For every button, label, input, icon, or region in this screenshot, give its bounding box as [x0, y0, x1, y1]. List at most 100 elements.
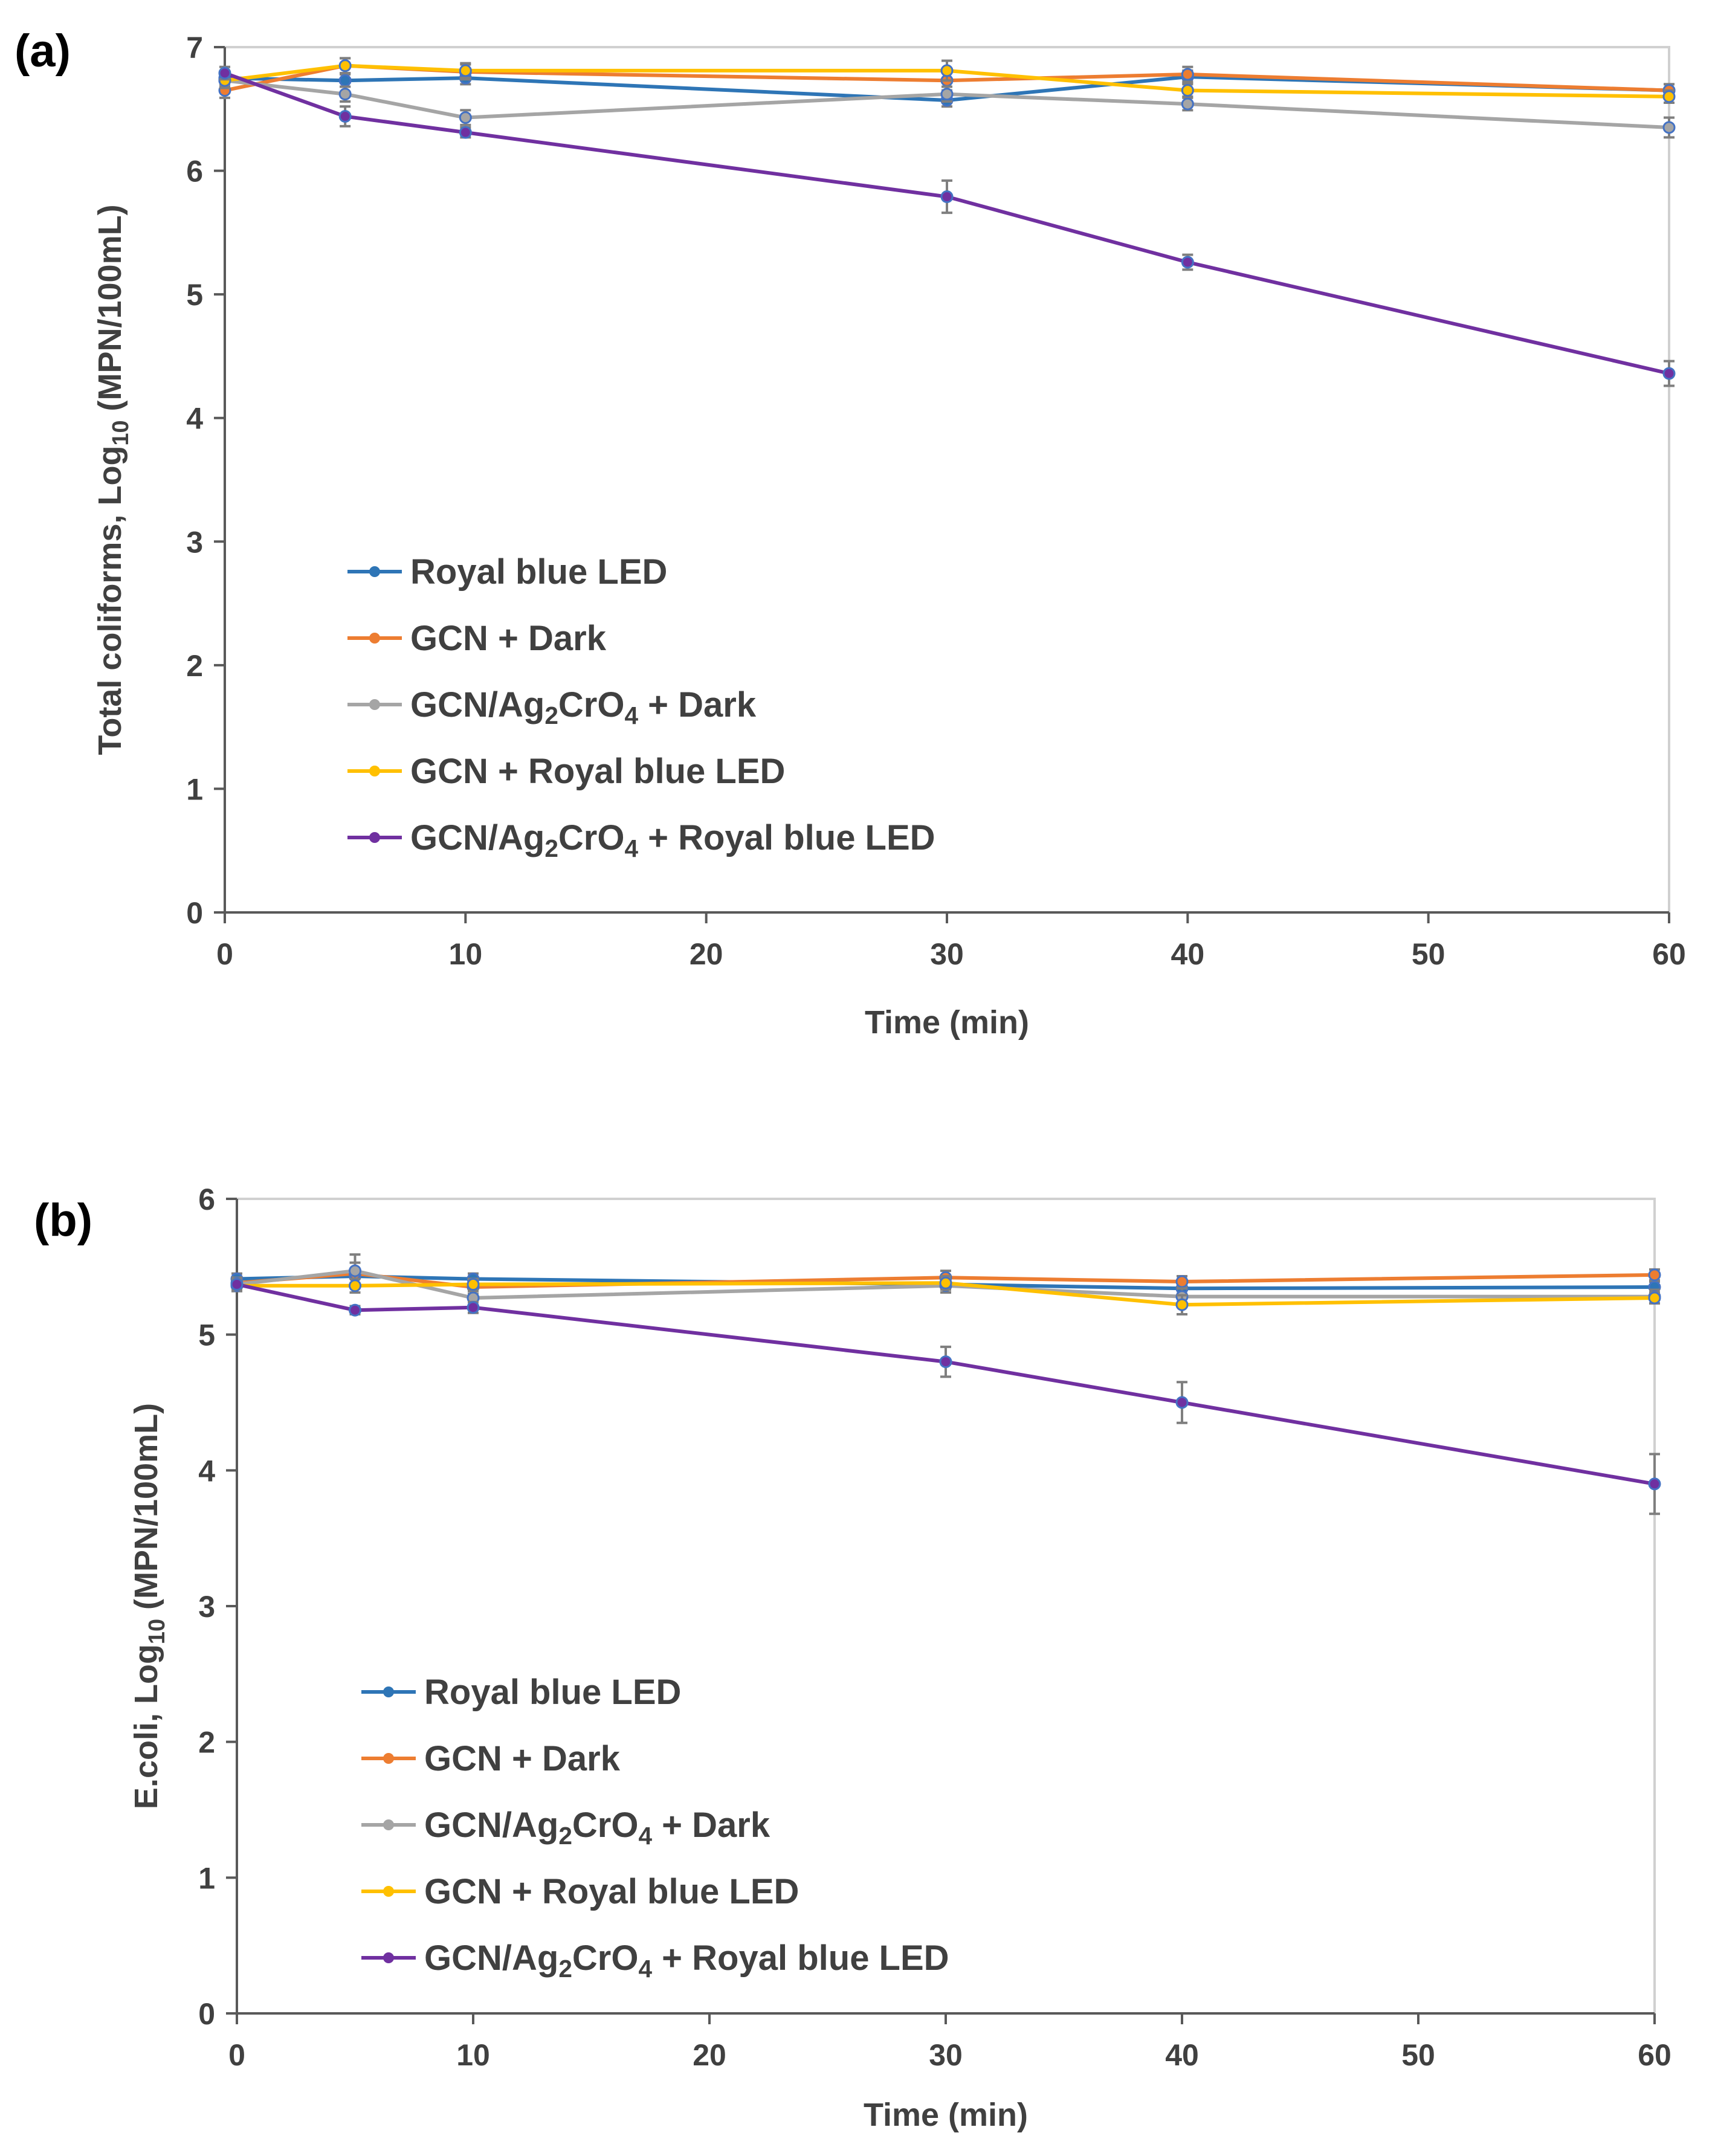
series-3	[230, 1275, 1661, 1315]
text-span: 4	[624, 702, 638, 729]
text-span: GCN + Dark	[424, 1739, 621, 1778]
data-point	[1662, 121, 1676, 134]
legend-label: GCN/Ag2CrO4 + Dark	[424, 1806, 770, 1850]
text-span: GCN/Ag	[410, 685, 544, 725]
legend-label: Royal blue LED	[410, 552, 667, 592]
x-tick-label: 40	[1165, 2038, 1199, 2072]
legend-swatch-marker	[383, 1819, 394, 1830]
text-span: 10	[108, 421, 134, 446]
data-point	[459, 111, 472, 124]
x-axis-title: Time (min)	[865, 1004, 1029, 1041]
x-tick-label: 10	[456, 2038, 490, 2072]
series-line	[236, 1269, 1655, 1300]
series-line	[237, 1281, 1655, 1307]
text-span: + Dark	[652, 1806, 770, 1845]
data-point	[1181, 84, 1194, 97]
text-span: GCN/Ag	[424, 1938, 558, 1978]
data-point	[1648, 1268, 1661, 1282]
data-point	[349, 1279, 361, 1293]
y-tick-label: 6	[198, 1183, 215, 1216]
legend-swatch-marker	[369, 566, 380, 577]
y-axis-title: E.coli, Log10 (MPN/100mL)	[128, 1403, 170, 1809]
x-tick-label: 0	[228, 2038, 245, 2072]
data-point	[939, 1276, 952, 1289]
x-tick-label: 50	[1412, 937, 1445, 971]
legend-label: GCN + Dark	[410, 619, 607, 658]
y-tick-label: 0	[186, 896, 203, 930]
x-tick-label: 60	[1638, 2038, 1671, 2072]
legend-swatch-marker	[383, 1686, 394, 1697]
legend-label: GCN + Royal blue LED	[424, 1872, 799, 1911]
panel-label: (a)	[15, 25, 71, 77]
text-span: 2	[544, 834, 558, 862]
data-point	[1181, 68, 1194, 81]
series-line	[224, 79, 1670, 129]
data-point	[459, 126, 472, 139]
series-line	[224, 63, 1670, 98]
data-point	[1662, 367, 1676, 380]
text-span: (MPN/100mL)	[128, 1403, 164, 1619]
data-point	[467, 1301, 480, 1314]
data-point	[1648, 1291, 1661, 1305]
text-span: 4	[624, 834, 638, 862]
y-tick-label: 4	[198, 1454, 215, 1488]
series-line	[236, 1282, 1655, 1486]
y-tick-label: 5	[198, 1318, 215, 1352]
y-tick-label: 1	[198, 1861, 215, 1895]
legend-label: GCN + Royal blue LED	[410, 752, 785, 791]
text-span: Total coliforms, Log	[92, 446, 128, 755]
data-point	[230, 1278, 244, 1291]
legend-swatch-marker	[369, 633, 380, 644]
x-tick-label: 30	[929, 2038, 963, 2072]
legend-swatch-marker	[369, 766, 380, 776]
series-3	[218, 57, 1676, 105]
data-point	[940, 190, 954, 204]
x-tick-label: 0	[216, 937, 233, 971]
data-point	[1175, 1298, 1189, 1311]
legend-swatch-marker	[383, 1753, 394, 1764]
text-span: E.coli, Log	[128, 1644, 164, 1809]
text-span: GCN + Dark	[410, 619, 607, 658]
text-span: 2	[544, 702, 558, 729]
text-span: Royal blue LED	[410, 552, 667, 592]
data-point	[1648, 1477, 1661, 1491]
data-point	[349, 1303, 361, 1317]
legend-label: Royal blue LED	[424, 1673, 681, 1712]
y-tick-label: 1	[186, 772, 203, 806]
y-tick-label: 3	[186, 525, 203, 559]
legend-label: GCN/Ag2CrO4 + Royal blue LED	[424, 1938, 949, 1983]
text-span: GCN + Royal blue LED	[410, 752, 785, 791]
y-tick-label: 0	[198, 1997, 215, 2031]
data-point	[338, 59, 352, 73]
text-span: 2	[558, 1822, 572, 1850]
data-point	[349, 1264, 361, 1277]
x-tick-label: 60	[1652, 937, 1686, 971]
x-tick-label: 50	[1401, 2038, 1435, 2072]
data-point	[218, 66, 231, 80]
legend-swatch-marker	[383, 1952, 394, 1963]
legend-swatch-marker	[369, 699, 380, 710]
x-tick-label: 10	[449, 937, 483, 971]
y-tick-label: 7	[186, 31, 203, 65]
y-axis-title: Total coliforms, Log10 (MPN/100mL)	[92, 204, 134, 755]
series-line	[224, 71, 1670, 375]
x-tick-label: 30	[930, 937, 964, 971]
data-point	[940, 88, 954, 101]
data-point	[1662, 90, 1676, 103]
data-point	[1175, 1396, 1189, 1409]
data-point	[1175, 1275, 1189, 1288]
data-point	[939, 1355, 952, 1369]
text-span: + Dark	[638, 685, 757, 725]
text-span: + Royal blue LED	[638, 818, 935, 857]
text-span: + Royal blue LED	[652, 1938, 949, 1978]
x-tick-label: 40	[1171, 937, 1205, 971]
data-point	[940, 64, 954, 77]
data-point	[1181, 256, 1194, 269]
text-span: GCN/Ag	[424, 1806, 558, 1845]
data-point	[1181, 97, 1194, 111]
series-4	[218, 65, 1676, 387]
series-line	[224, 75, 1670, 102]
y-tick-label: 4	[186, 402, 203, 436]
